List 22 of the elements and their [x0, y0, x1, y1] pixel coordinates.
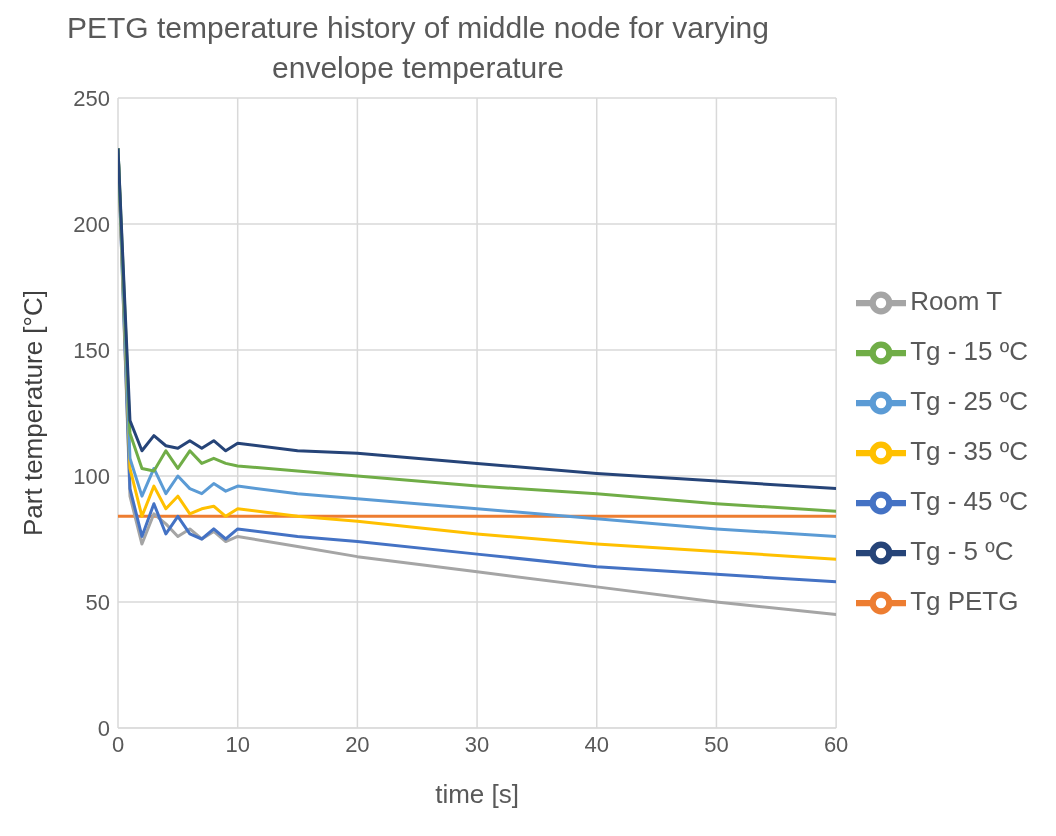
x-axis-title: time [s]	[435, 779, 519, 809]
x-tick-label: 10	[225, 731, 250, 757]
y-tick-label: 250	[73, 85, 110, 111]
legend-label: Tg - 25 ºC	[910, 385, 1028, 416]
x-tick-label: 40	[584, 731, 609, 757]
legend-label: Tg PETG	[910, 586, 1019, 617]
y-tick-label: 50	[85, 589, 110, 615]
y-tick-label: 100	[73, 463, 110, 489]
legend-label: Tg - 45 ºC	[910, 486, 1028, 517]
legend-label: Tg - 35 ºC	[910, 435, 1028, 466]
x-tick-label: 30	[464, 731, 490, 757]
legend-label: Tg - 5 ºC	[910, 536, 1014, 567]
chart-title: PETG temperature history of middle node for varying envelope temperature	[67, 11, 769, 84]
legend-label: Tg - 15 ºC	[910, 335, 1028, 366]
x-tick-label: 20	[345, 731, 370, 757]
y-tick-label: 150	[73, 337, 110, 363]
y-axis-title: Part temperature [°C]	[18, 290, 49, 536]
x-tick-label: 50	[704, 731, 729, 757]
x-tick-label: 60	[823, 731, 849, 757]
legend-label: Room T	[910, 285, 1003, 316]
y-tick-label: 200	[73, 211, 110, 237]
y-tick-label: 0	[97, 715, 110, 741]
